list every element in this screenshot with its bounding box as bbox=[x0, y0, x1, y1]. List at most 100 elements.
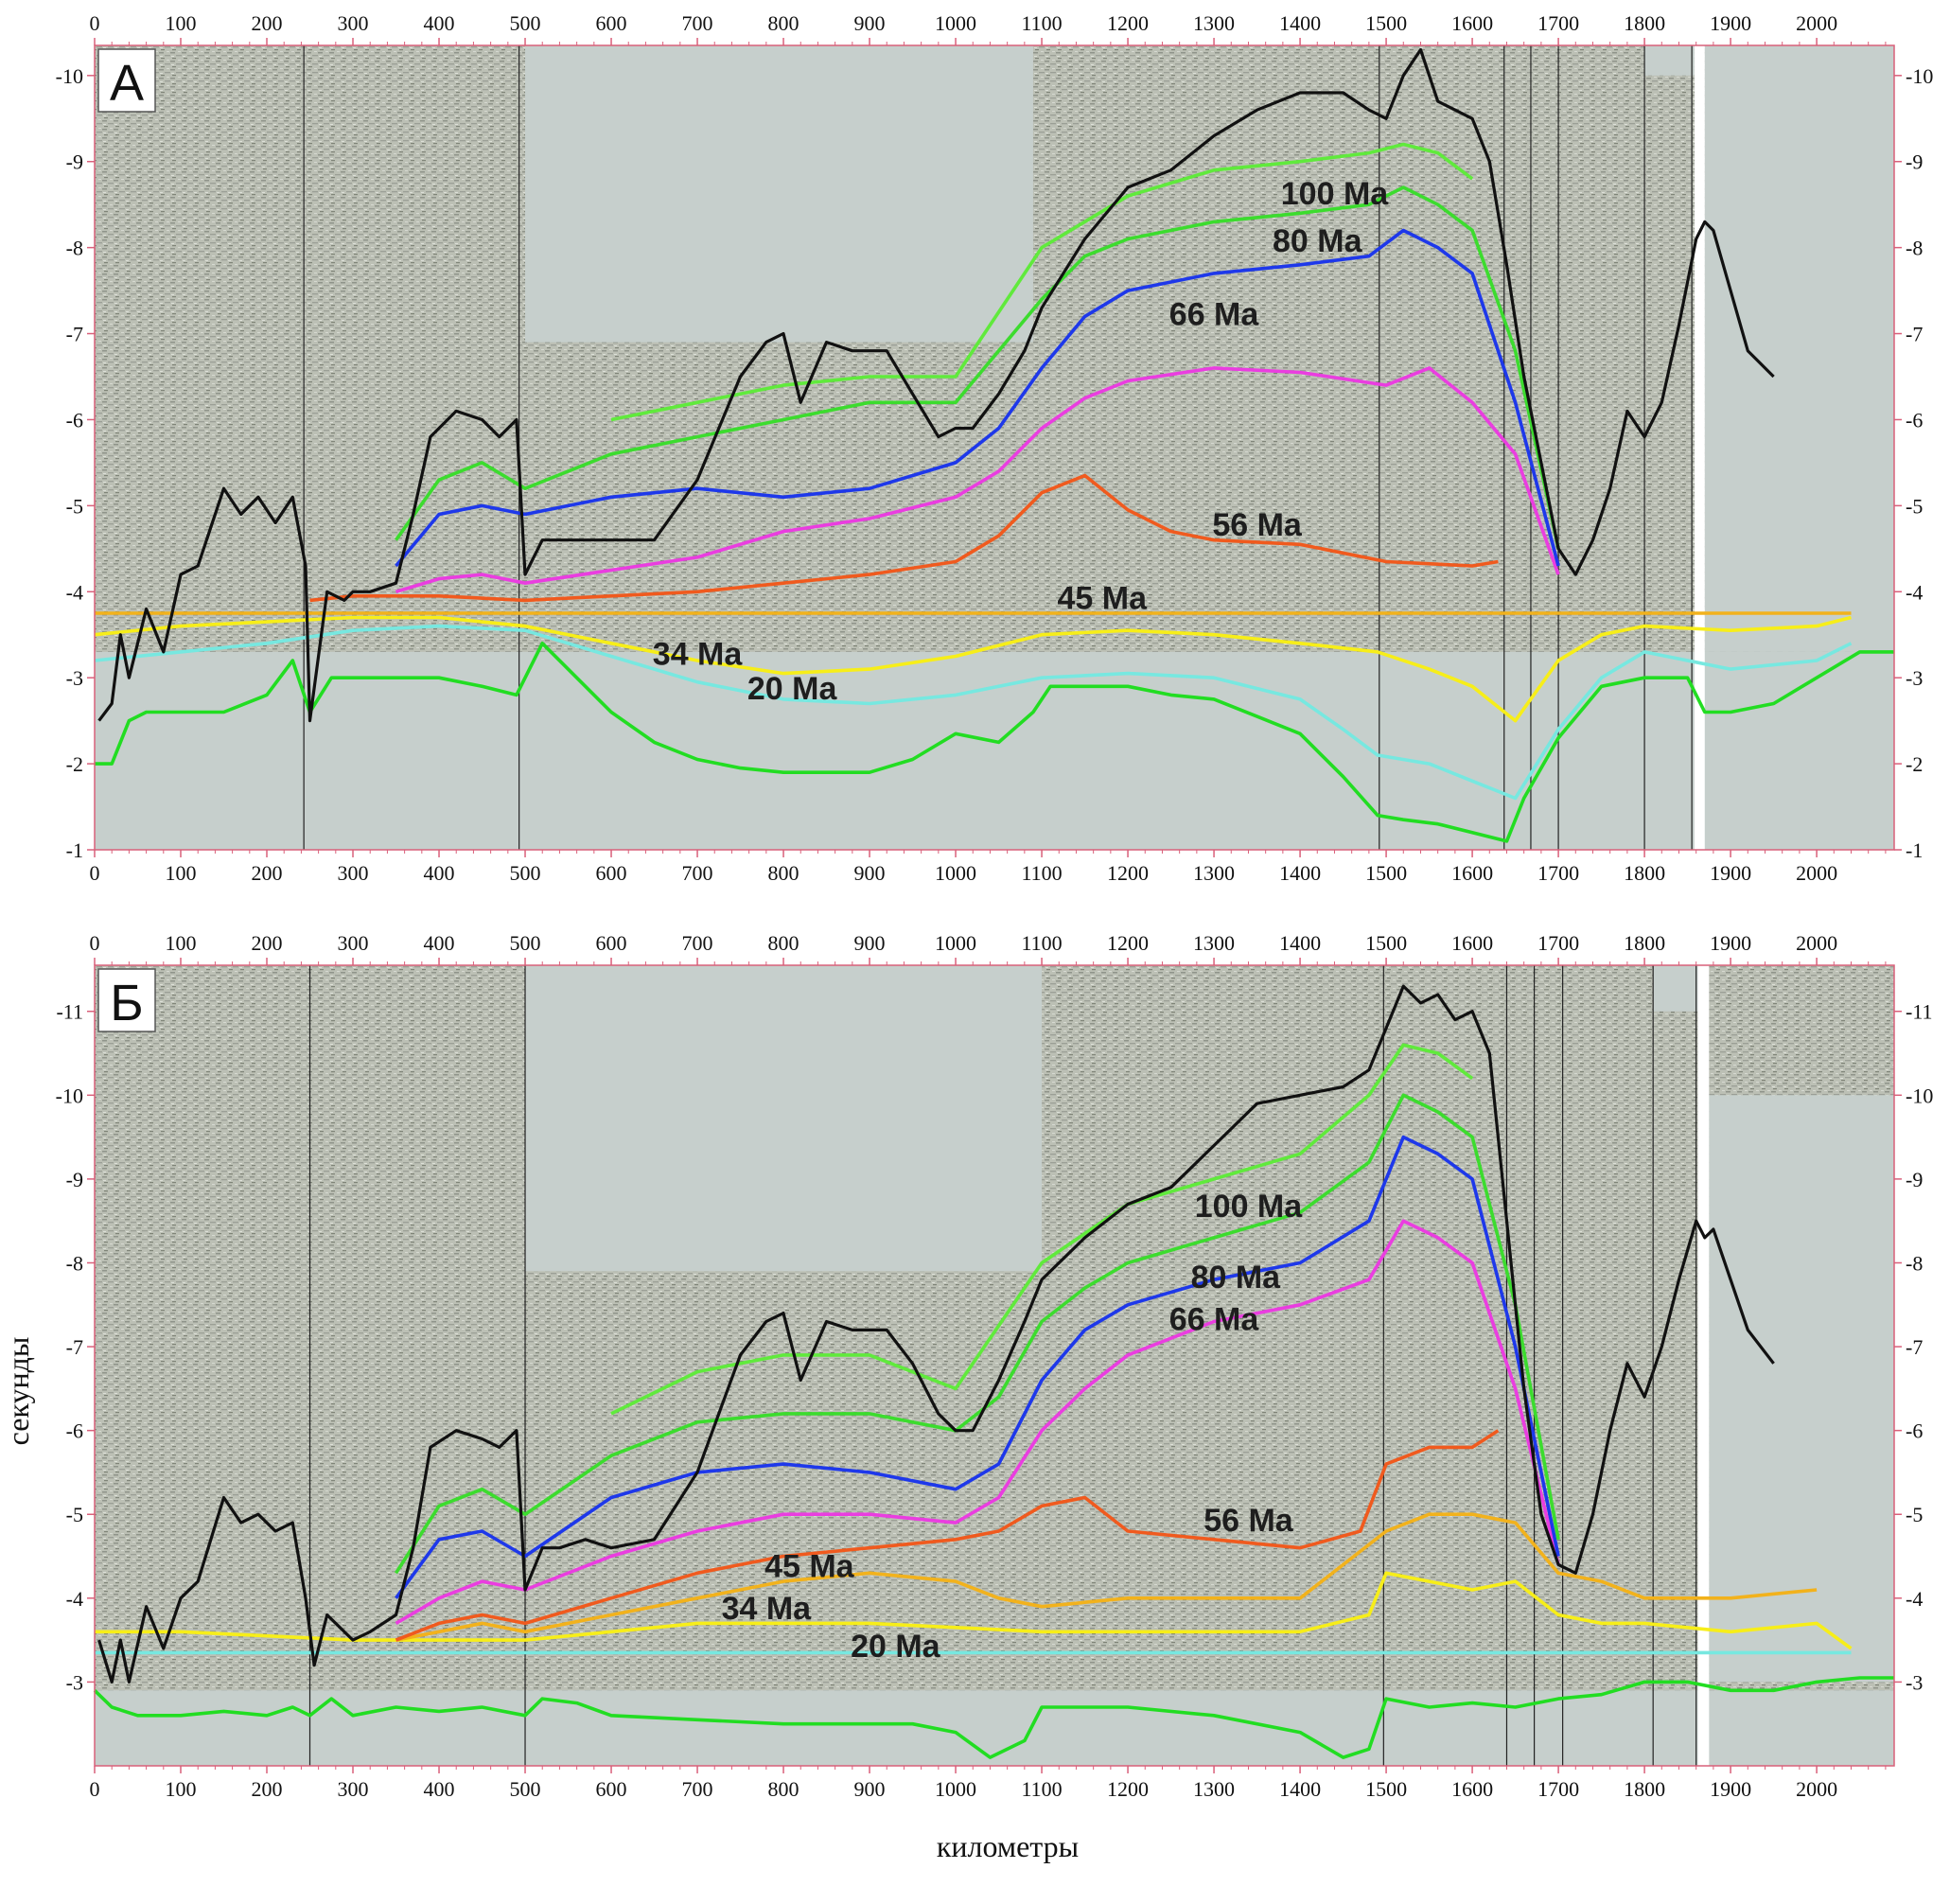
y-tick-label-left: -6 bbox=[66, 408, 83, 432]
horizon-label-34-ma: 34 Ma bbox=[653, 637, 744, 673]
x-tick-label-bottom: 1400 bbox=[1279, 1777, 1321, 1801]
x-tick-label-bottom: 800 bbox=[768, 861, 799, 885]
horizon-line-5 bbox=[395, 1219, 1560, 1625]
x-tick-label-top: 700 bbox=[682, 931, 713, 955]
x-tick-label-top: 200 bbox=[252, 931, 283, 955]
x-tick-label-bottom: 300 bbox=[338, 861, 369, 885]
horizon-line-5 bbox=[395, 366, 1560, 594]
x-tick-label-bottom: 1500 bbox=[1365, 1777, 1407, 1801]
x-tick-label-top: 300 bbox=[338, 931, 369, 955]
x-tick-label-bottom: 1700 bbox=[1537, 861, 1579, 885]
x-tick-label-top: 400 bbox=[424, 11, 455, 35]
x-tick-label-top: 1700 bbox=[1537, 931, 1579, 955]
y-tick-label-right: -4 bbox=[1906, 1587, 1923, 1611]
x-tick-label-bottom: 1800 bbox=[1624, 861, 1665, 885]
x-tick-label-top: 1200 bbox=[1107, 931, 1149, 955]
y-tick-label-left: -6 bbox=[66, 1419, 83, 1443]
panel-letter: А bbox=[110, 55, 144, 112]
x-tick-label-bottom: 600 bbox=[596, 861, 627, 885]
x-tick-label-bottom: 1100 bbox=[1021, 1777, 1062, 1801]
horizon-label-100-ma: 100 Ma bbox=[1281, 176, 1389, 212]
x-tick-label-top: 1500 bbox=[1365, 11, 1407, 35]
gray-region bbox=[1644, 45, 1695, 76]
y-tick-label-left: -1 bbox=[66, 838, 83, 862]
y-tick-label-right: -7 bbox=[1906, 323, 1923, 346]
x-tick-label-bottom: 2000 bbox=[1796, 1777, 1837, 1801]
horizon-label-20-ma: 20 Ma bbox=[747, 671, 838, 707]
gray-region bbox=[525, 965, 1043, 1272]
x-tick-label-bottom: 1000 bbox=[935, 861, 976, 885]
x-tick-label-top: 1000 bbox=[935, 11, 976, 35]
plot-frame bbox=[94, 964, 1895, 1767]
y-tick-label-left: -3 bbox=[66, 666, 83, 690]
horizon-label-66-ma: 66 Ma bbox=[1169, 1301, 1260, 1337]
x-tick-label-top: 900 bbox=[854, 11, 886, 35]
x-tick-label-top: 300 bbox=[338, 11, 369, 35]
x-axis-title: километры bbox=[937, 1829, 1079, 1863]
x-tick-label-top: 800 bbox=[768, 11, 799, 35]
y-tick-label-left: -8 bbox=[66, 237, 83, 260]
horizon-line-56-ma bbox=[395, 1429, 1500, 1642]
y-tick-label-left: -8 bbox=[66, 1251, 83, 1275]
y-tick-label-left: -7 bbox=[66, 323, 83, 346]
horizon-label-80-ma: 80 Ma bbox=[1273, 223, 1363, 259]
y-tick-label-left: -3 bbox=[66, 1670, 83, 1694]
x-tick-label-top: 2000 bbox=[1796, 931, 1837, 955]
x-tick-label-bottom: 1500 bbox=[1365, 861, 1407, 885]
x-tick-label-bottom: 1000 bbox=[935, 1777, 976, 1801]
horizon-line-0 bbox=[95, 641, 1894, 843]
y-tick-label-right: -8 bbox=[1906, 1251, 1923, 1275]
x-tick-label-bottom: 800 bbox=[768, 1777, 799, 1801]
x-tick-label-bottom: 1400 bbox=[1279, 861, 1321, 885]
y-tick-label-right: -8 bbox=[1906, 237, 1923, 260]
panel-letter-box bbox=[97, 48, 156, 113]
x-tick-label-top: 900 bbox=[854, 931, 886, 955]
x-tick-label-bottom: 400 bbox=[424, 1777, 455, 1801]
x-tick-label-top: 1000 bbox=[935, 931, 976, 955]
x-tick-label-bottom: 0 bbox=[90, 861, 100, 885]
horizon-line-66-ma bbox=[395, 1135, 1560, 1599]
x-tick-label-bottom: 300 bbox=[338, 1777, 369, 1801]
y-tick-label-left: -4 bbox=[66, 580, 83, 604]
x-tick-label-top: 1200 bbox=[1107, 11, 1149, 35]
x-tick-label-top: 1900 bbox=[1710, 11, 1751, 35]
gray-region bbox=[525, 45, 1033, 343]
horizon-label-56-ma: 56 Ma bbox=[1203, 1503, 1294, 1539]
white-gap bbox=[1697, 965, 1710, 1766]
x-tick-label-top: 1800 bbox=[1624, 931, 1665, 955]
x-tick-label-top: 500 bbox=[510, 931, 541, 955]
x-tick-label-top: 800 bbox=[768, 931, 799, 955]
y-tick-label-left: -9 bbox=[66, 150, 83, 174]
gray-region bbox=[1709, 1095, 1894, 1683]
y-tick-label-left: -2 bbox=[66, 752, 83, 776]
y-tick-label-left: -5 bbox=[66, 494, 83, 518]
x-tick-label-bottom: 2000 bbox=[1796, 861, 1837, 885]
y-tick-label-right: -2 bbox=[1906, 752, 1923, 776]
x-tick-label-bottom: 1300 bbox=[1193, 861, 1235, 885]
y-tick-label-right: -9 bbox=[1906, 1168, 1923, 1191]
x-tick-label-top: 1600 bbox=[1451, 11, 1493, 35]
x-tick-label-top: 100 bbox=[166, 931, 197, 955]
x-tick-label-top: 1900 bbox=[1710, 931, 1751, 955]
x-tick-label-bottom: 100 bbox=[166, 861, 197, 885]
x-tick-label-top: 1300 bbox=[1193, 11, 1235, 35]
horizon-line-80-ma bbox=[394, 1093, 1560, 1575]
y-tick-label-right: -3 bbox=[1906, 1670, 1923, 1694]
x-tick-label-top: 1800 bbox=[1624, 11, 1665, 35]
panel-letter: Б bbox=[110, 975, 143, 1031]
x-tick-label-top: 2000 bbox=[1796, 11, 1837, 35]
y-axis-title: секунды bbox=[1, 1337, 35, 1446]
x-tick-label-bottom: 700 bbox=[682, 1777, 713, 1801]
y-tick-label-right: -11 bbox=[1906, 1000, 1933, 1024]
x-tick-label-bottom: 1800 bbox=[1624, 1777, 1665, 1801]
x-tick-label-top: 600 bbox=[596, 931, 627, 955]
gray-region bbox=[1653, 965, 1698, 1012]
horizon-label-20-ma: 20 Ma bbox=[851, 1629, 941, 1665]
horizon-line-34-ma bbox=[94, 615, 1852, 723]
x-tick-label-top: 1700 bbox=[1537, 11, 1579, 35]
horizon-line-66-ma bbox=[395, 228, 1560, 568]
y-tick-label-right: -4 bbox=[1906, 580, 1923, 604]
y-tick-label-left: -10 bbox=[56, 1084, 83, 1107]
x-tick-label-top: 1100 bbox=[1021, 931, 1062, 955]
